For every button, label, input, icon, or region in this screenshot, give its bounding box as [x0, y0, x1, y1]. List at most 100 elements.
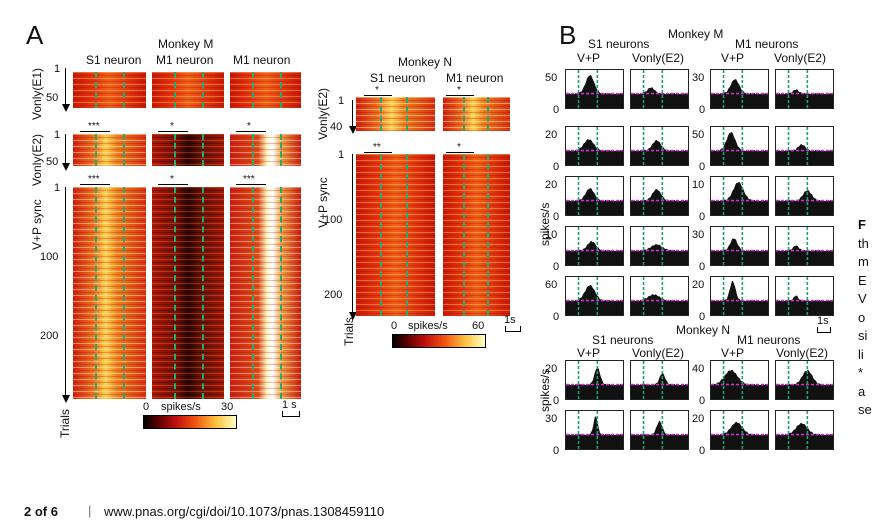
- monkey-m-psth-r1-c4: [775, 69, 834, 109]
- monkey-m-psth-r3-c2: [630, 176, 689, 216]
- tick-sync-1: 1: [54, 182, 61, 194]
- monkey-n-psth-r2-c2: [630, 410, 689, 450]
- colorbar-n-min: 0: [391, 320, 398, 332]
- monkey-m-psth-r1-c3: [710, 69, 769, 109]
- monkey-m-psth-ytick-zero-left-r4: 0: [553, 261, 560, 273]
- row-label-vonly-e2-n: Vonly(E2): [316, 87, 330, 140]
- monkey-m-psth-ytick-zero-left-r5: 0: [553, 311, 560, 323]
- monkey-m-psth-ytick-top-right-r5: 20: [692, 279, 705, 291]
- monkey-m-psth-ytick-top-right-r4: 30: [692, 229, 705, 241]
- sig-bar-n-e2-m1: [446, 95, 474, 96]
- side-caption-line: *: [858, 365, 864, 380]
- scale-bar-n: [505, 326, 521, 332]
- monkey-m-psth-r2-c1: [565, 126, 624, 166]
- monkey-m-psth-ytick-zero-right-r2: 0: [699, 161, 706, 173]
- colorbar-n: [392, 334, 486, 348]
- monkey-n-psth-r2-c3: [710, 410, 769, 450]
- footer-page: 2 of 6: [24, 504, 58, 519]
- tick-n-sync-200: 200: [324, 289, 343, 301]
- monkey-n-psth-ytick-zero-right-r2: 0: [699, 445, 706, 457]
- psth-ylabel-n: spikes/s: [538, 368, 552, 412]
- colorbar-m-label: spikes/s: [161, 401, 201, 413]
- tick-e2-50: 50: [46, 156, 59, 168]
- sig-bar-n-sync-s1: [364, 152, 392, 153]
- monkey-m-psth-ytick-top-left-r4: 10: [545, 229, 558, 241]
- colorbar-n-max: 60: [472, 320, 485, 332]
- sig-e2-m1b: *: [247, 121, 251, 132]
- side-caption-line: m: [858, 254, 869, 269]
- sig-bar-n-e2-s1: [364, 95, 392, 96]
- monkey-m-psth-ytick-top-left-r1: 50: [545, 72, 558, 84]
- footer-separator: |: [88, 503, 92, 518]
- raster-m-m1a-e1: [152, 72, 224, 108]
- monkey-m-psth-r2-c3: [710, 126, 769, 166]
- sig-e2-s1: ***: [88, 121, 100, 132]
- col-vp-m1: V+P: [721, 51, 745, 65]
- monkey-m-psth-ytick-zero-left-r3: 0: [553, 211, 560, 223]
- col-vonly-m1: Vonly(E2): [774, 51, 827, 65]
- scale-bar-m-label: 1 s: [282, 399, 297, 411]
- col-vonly-s1-n: Vonly(E2): [632, 346, 685, 360]
- m1-neurons-header-n: M1 neurons: [737, 333, 801, 347]
- raster-n-s1-e2: [356, 97, 435, 131]
- sig-n-sync-s1: **: [373, 142, 381, 153]
- raster-m-m1a-e2: [152, 134, 224, 166]
- trial-arrowhead-n-sync: [349, 312, 357, 320]
- side-caption-line: E: [858, 272, 867, 288]
- sig-bar-sync-m1b: [236, 184, 266, 185]
- monkey-n-psth-ytick-top-right-r2: 20: [692, 413, 705, 425]
- trials-label: Trials: [58, 409, 72, 438]
- trial-arrow-n-sync: [352, 154, 353, 314]
- panel-a-letter: A: [26, 20, 44, 50]
- sig-sync-m1b: ***: [243, 174, 255, 185]
- side-caption-line: li: [858, 346, 864, 362]
- monkey-m-psth-r4-c3: [710, 226, 769, 266]
- colorbar-n-label: spikes/s: [408, 320, 448, 332]
- monkey-n-psth-ytick-zero-right-r1: 0: [699, 395, 706, 407]
- side-caption-line: th: [858, 235, 869, 251]
- monkey-m-psth-ytick-zero-left-r2: 0: [553, 161, 560, 173]
- monkey-m-psth-ytick-top-left-r5: 60: [545, 279, 558, 291]
- monkey-m-psth-ytick-zero-right-r5: 0: [699, 311, 706, 323]
- tick-n-sync-100: 100: [324, 214, 343, 226]
- col-vp-m1-n: V+P: [721, 346, 745, 360]
- col-m1-neuron: M1 neuron: [156, 53, 214, 67]
- row-label-vp-sync: V+P sync: [30, 199, 44, 250]
- trial-arrowhead-e2: [62, 163, 70, 171]
- trial-arrow-e2: [65, 134, 66, 166]
- trial-arrowhead-sync: [62, 395, 70, 403]
- monkey-m-psth-ytick-zero-left-r1: 0: [553, 104, 560, 116]
- sig-n-e2-s1: *: [375, 85, 379, 96]
- monkey-m-psth-ytick-top-left-r2: 20: [545, 129, 558, 141]
- side-caption-line: se: [858, 402, 872, 417]
- monkey-m-psth-r5-c4: [775, 276, 834, 316]
- sig-bar-e2-m1b: [236, 131, 266, 132]
- monkey-m-psth-r2-c4: [775, 126, 834, 166]
- tick-e2-1: 1: [54, 129, 61, 141]
- footer-doi-link[interactable]: www.pnas.org/cgi/doi/10.1073/pnas.130845…: [104, 504, 385, 519]
- monkey-m-psth-r1-c1: [565, 69, 624, 109]
- trial-arrow-sync: [65, 187, 66, 397]
- monkey-m-psth-r5-c2: [630, 276, 689, 316]
- sig-e2-m1a: *: [170, 121, 174, 132]
- panel-b-letter: B: [559, 20, 577, 50]
- monkey-n-psth-ytick-zero-left-r2: 0: [553, 445, 560, 457]
- monkey-m-psth-ytick-top-right-r3: 10: [692, 179, 705, 191]
- trial-arrowhead-e1: [62, 104, 70, 112]
- raster-m-m1b-e2: [230, 134, 301, 166]
- monkey-n-psth-r1-c4: [775, 360, 834, 400]
- monkey-m-psth-r3-c1: [565, 176, 624, 216]
- monkey-n-psth-r1-c2: [630, 360, 689, 400]
- monkey-n-psth-ytick-top-right-r1: 40: [692, 363, 705, 375]
- trial-arrowhead-n-e2: [349, 126, 357, 134]
- raster-m-m1a-sync: [152, 187, 224, 399]
- sig-bar-n-sync-m1: [446, 152, 474, 153]
- sig-n-sync-m1: *: [457, 142, 461, 153]
- tick-n-e2-1: 1: [338, 95, 345, 107]
- monkey-m-psth-r5-c3: [710, 276, 769, 316]
- col-m1-neuron-2: M1 neuron: [233, 53, 291, 67]
- monkey-n-psth-r1-c3: [710, 360, 769, 400]
- sig-sync-s1: ***: [88, 174, 100, 185]
- trial-arrow-e1: [65, 68, 66, 106]
- sig-n-e2-m1: *: [457, 85, 461, 96]
